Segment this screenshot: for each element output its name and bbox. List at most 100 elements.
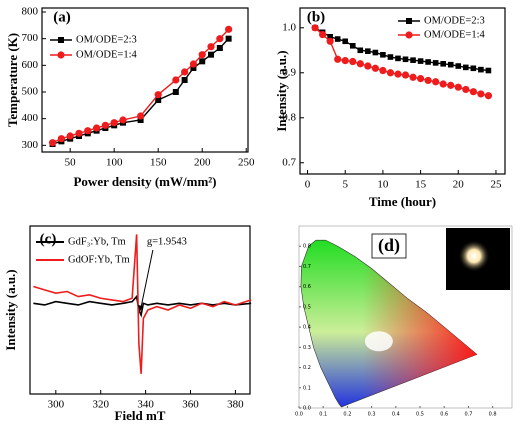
- x-tick-label: 0: [305, 179, 311, 191]
- marker: [447, 81, 455, 89]
- marker: [154, 91, 162, 99]
- marker: [484, 92, 493, 100]
- inset-glow: [458, 240, 490, 272]
- marker: [334, 55, 342, 63]
- x-tick-label: 15: [415, 179, 427, 191]
- y-tick-label: 600: [22, 59, 39, 71]
- marker: [485, 67, 492, 74]
- marker: [380, 51, 386, 58]
- marker: [57, 51, 65, 59]
- y-axis-label: Intensity (a.u.): [274, 50, 289, 131]
- marker: [319, 30, 327, 39]
- y-tick-label: 500: [22, 86, 39, 98]
- x-tick-label: 25: [490, 179, 502, 191]
- marker: [110, 119, 118, 127]
- marker: [454, 83, 462, 91]
- marker: [462, 85, 470, 94]
- plot-frame: [299, 7, 506, 175]
- marker: [172, 89, 179, 95]
- marker: [207, 43, 215, 51]
- axis-frame: [298, 225, 513, 409]
- y-tick-label: 0.7: [282, 156, 296, 168]
- marker: [199, 58, 206, 65]
- marker: [439, 80, 447, 88]
- marker: [84, 127, 92, 135]
- marker: [136, 112, 145, 120]
- y-tick-label: 0.7: [303, 264, 311, 270]
- marker: [379, 66, 387, 75]
- marker: [57, 135, 65, 143]
- marker: [477, 90, 485, 98]
- legend-label: GdF₃:Yb, Tm: [68, 236, 126, 247]
- marker: [216, 35, 224, 43]
- marker: [364, 62, 372, 70]
- marker: [463, 64, 469, 71]
- marker: [181, 68, 189, 76]
- marker: [417, 58, 424, 64]
- y-tick-label: 0.5: [303, 304, 311, 310]
- marker: [172, 76, 180, 84]
- marker: [425, 59, 431, 65]
- y-axis-label: Temperature (K): [5, 33, 20, 127]
- x-tick-label: 100: [106, 157, 123, 169]
- marker: [402, 56, 409, 63]
- marker: [372, 49, 379, 56]
- y-tick-label: 300: [22, 139, 39, 151]
- marker: [155, 97, 162, 103]
- legend-label: OM/ODE=2:3: [76, 34, 137, 45]
- arrow-head: [137, 305, 143, 312]
- y-tick-label: 400: [22, 112, 39, 124]
- marker: [137, 117, 144, 123]
- y-tick-label: 700: [22, 32, 39, 44]
- marker: [424, 76, 432, 85]
- marker: [181, 77, 188, 83]
- marker: [432, 60, 439, 66]
- x-tick-label: 5: [342, 179, 348, 191]
- marker: [349, 57, 357, 66]
- y-tick-label: 0.8: [303, 244, 311, 250]
- x-tick-label: 150: [150, 157, 167, 169]
- marker: [409, 73, 417, 81]
- x-tick-label: 50: [65, 157, 77, 169]
- marker: [401, 71, 410, 79]
- x-axis-label: Power density (mW/mm²): [73, 174, 216, 189]
- x-tick-label: 0.6: [440, 412, 448, 418]
- cie-red-region: [300, 240, 477, 407]
- legend-label: OM/ODE=1:4: [424, 29, 486, 40]
- marker: [189, 60, 198, 68]
- panel-title: (d): [378, 235, 400, 256]
- marker: [341, 57, 349, 65]
- marker: [447, 61, 454, 68]
- marker: [216, 45, 223, 51]
- y-tick-label: 1.0: [282, 21, 296, 33]
- marker: [92, 124, 101, 132]
- x-tick-label: 300: [48, 399, 65, 411]
- panel-title: (b): [307, 9, 325, 25]
- annotation-arrow: [140, 249, 154, 309]
- x-axis-label: Time (hour): [369, 194, 436, 209]
- marker: [198, 51, 206, 59]
- x-tick-label: 0.1: [319, 412, 327, 418]
- marker: [311, 24, 319, 32]
- series-line: [52, 28, 230, 144]
- y-tick-label: 0.4: [303, 325, 311, 331]
- y-tick-label: 0.6: [303, 284, 311, 290]
- y-tick-label: 0.0: [303, 406, 311, 412]
- marker: [455, 63, 462, 69]
- marker: [470, 65, 477, 72]
- marker: [406, 18, 412, 24]
- x-tick-label: 200: [194, 157, 211, 169]
- series-line: [33, 234, 252, 374]
- marker: [371, 64, 379, 72]
- white-point: [364, 331, 393, 352]
- marker: [66, 132, 74, 140]
- legend-label: OM/ODE=1:4: [76, 49, 138, 60]
- marker: [440, 60, 446, 67]
- marker: [386, 69, 395, 77]
- marker: [75, 129, 83, 137]
- x-tick-label: 0.8: [489, 412, 497, 418]
- legend-label: GdOF:Yb, Tm: [68, 254, 130, 265]
- marker: [410, 57, 416, 63]
- x-tick-label: 340: [137, 399, 154, 411]
